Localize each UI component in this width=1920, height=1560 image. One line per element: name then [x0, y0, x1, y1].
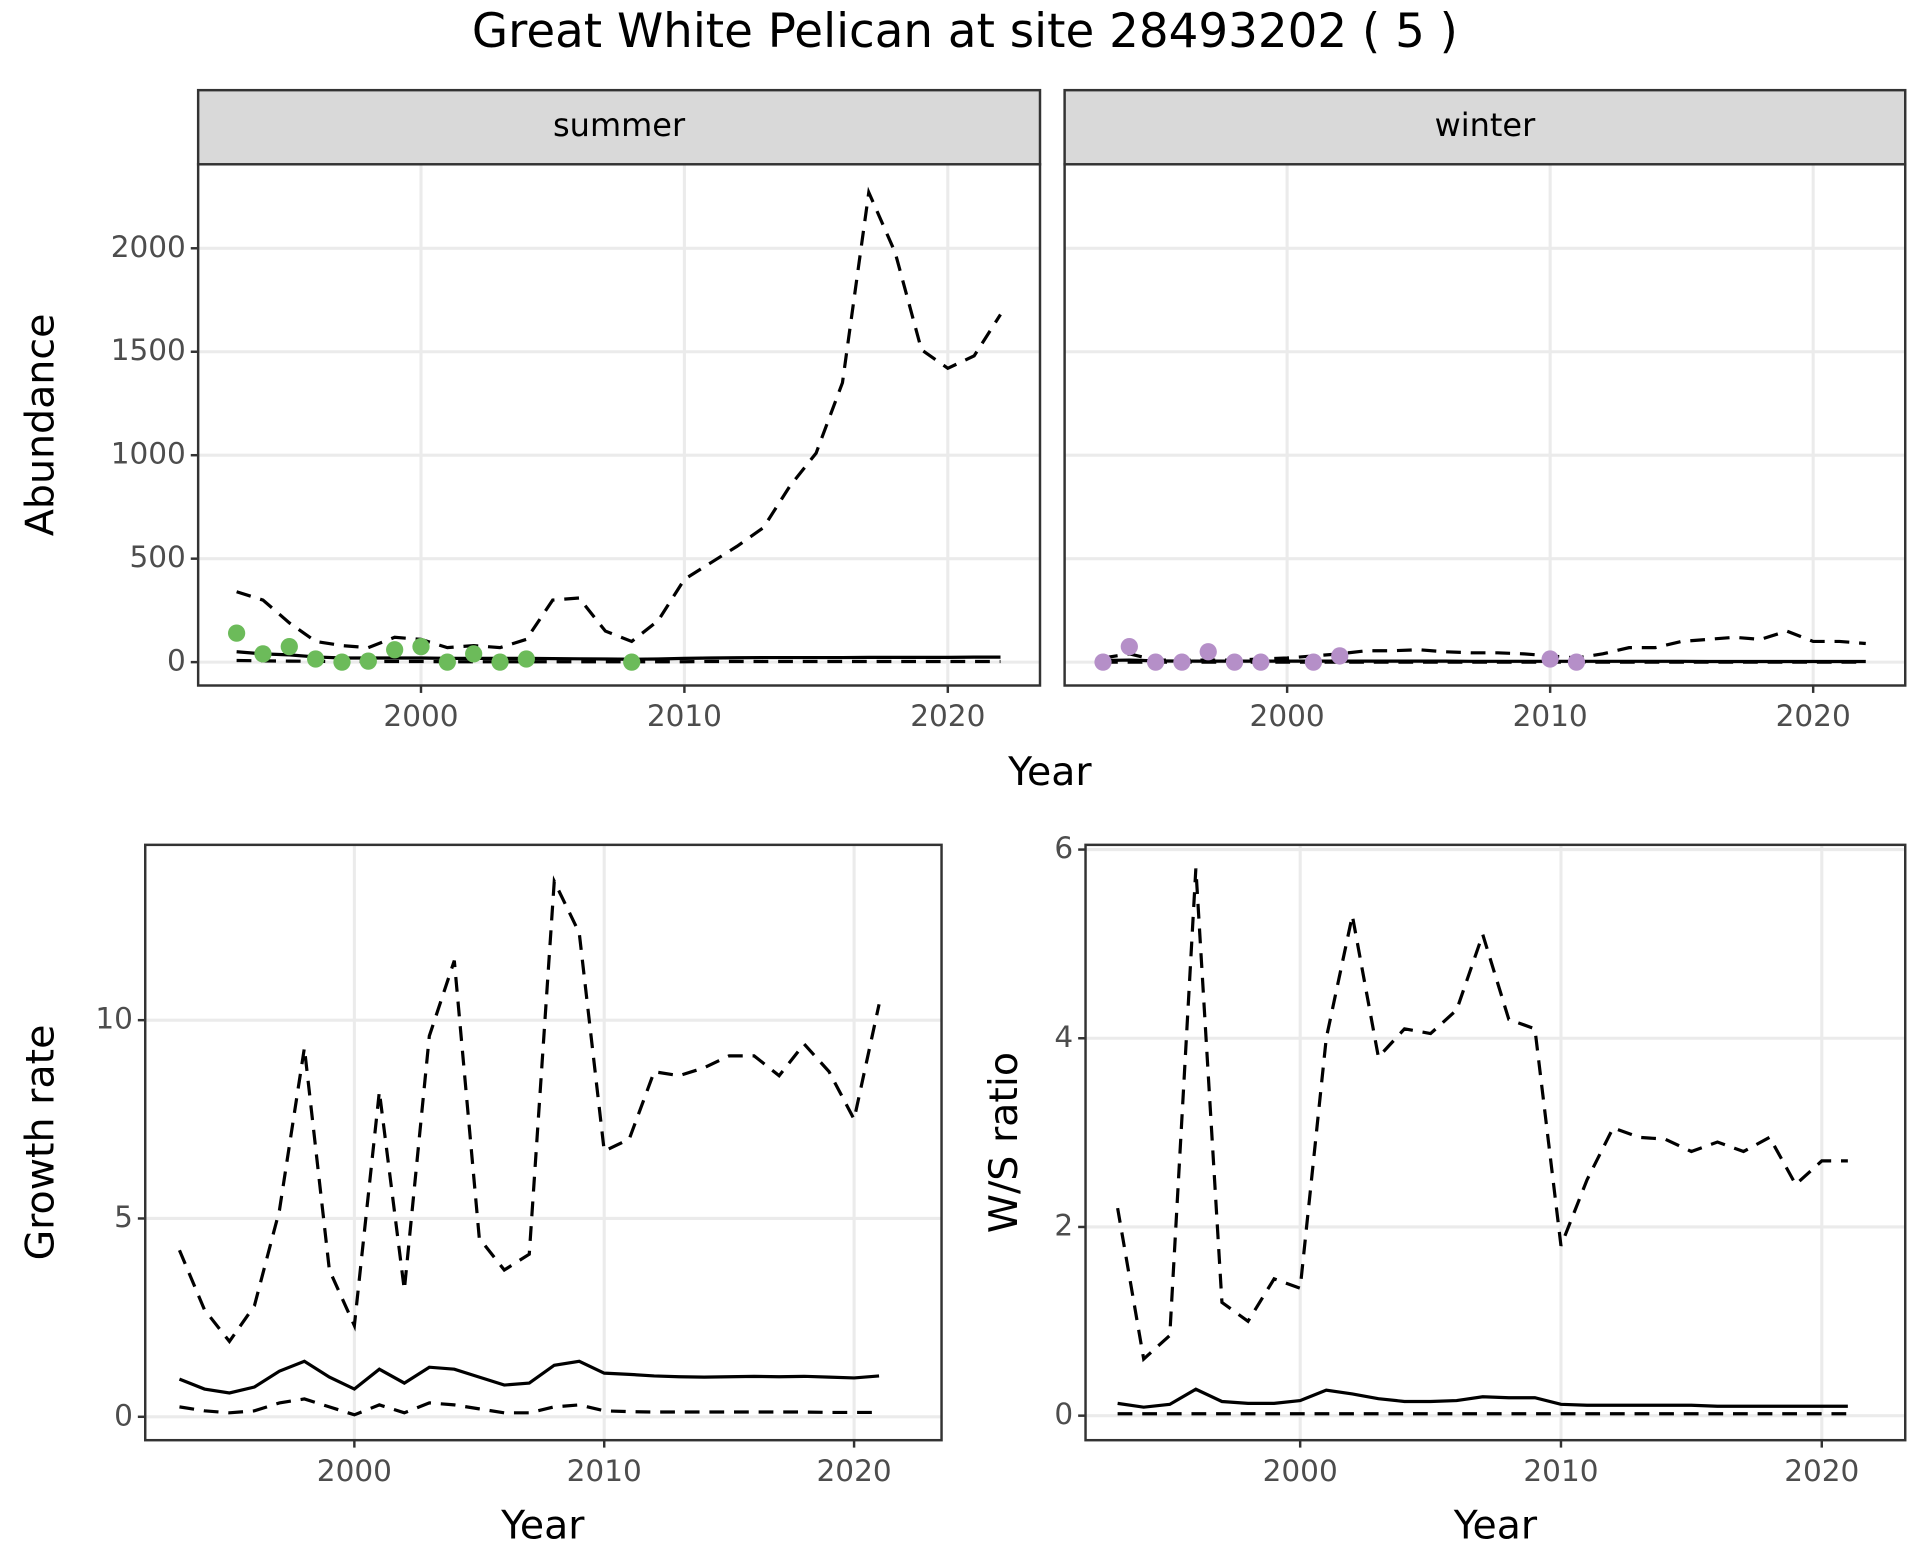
y-tick-label: 0 [167, 644, 186, 678]
data-point [1225, 653, 1244, 671]
y-tick-label: 500 [129, 540, 185, 574]
data-point [1252, 653, 1270, 671]
y-axis-title: Growth rate [18, 1025, 64, 1261]
strip [196, 88, 1042, 166]
data-point [386, 641, 404, 659]
data-point [280, 637, 298, 656]
data-point [1304, 653, 1323, 671]
data-point [491, 653, 509, 671]
y-tick-label: 0 [1054, 1397, 1073, 1431]
data-point [227, 624, 246, 642]
plot-area [198, 164, 1041, 686]
data-point [438, 653, 456, 671]
series-line [1116, 868, 1848, 1363]
series-line [179, 1397, 880, 1417]
data-point [1567, 653, 1586, 671]
data-point [517, 650, 535, 668]
figure-title: Great White Pelican at site 28493202 ( 5… [472, 5, 1458, 59]
strip-label: winter [1435, 106, 1537, 144]
x-tick-label: 2010 [647, 699, 722, 733]
x-tick-label: 2010 [1523, 1454, 1598, 1488]
x-tick-label: 2000 [317, 1454, 392, 1488]
y-tick-label: 0 [114, 1398, 133, 1432]
data-point [1199, 643, 1217, 661]
x-axis-title: Year [1453, 1502, 1538, 1548]
x-tick-label: 2020 [1776, 699, 1851, 733]
plot-area [145, 844, 942, 1441]
data-point [1147, 653, 1165, 671]
data-point [1331, 647, 1349, 665]
y-axis-title: Abundance [18, 314, 64, 537]
x-tick-label: 2000 [1263, 1454, 1338, 1488]
y-tick-label: 2 [1054, 1208, 1073, 1242]
data-point [1173, 653, 1191, 671]
data-point [359, 652, 377, 670]
plot-area [1064, 164, 1906, 686]
y-tick-label: 10 [95, 1002, 133, 1036]
x-tick-label: 2010 [1513, 699, 1588, 733]
x-tick-label: 2020 [1784, 1454, 1859, 1488]
x-tick-label: 2020 [817, 1454, 892, 1488]
y-tick-label: 4 [1054, 1020, 1073, 1054]
data-point [1094, 653, 1112, 671]
y-tick-label: 5 [114, 1200, 133, 1234]
x-axis-title: Year [1007, 749, 1092, 795]
x-tick-label: 2000 [383, 699, 458, 733]
data-point [307, 650, 325, 668]
strip-label: summer [553, 106, 686, 144]
series-line [178, 1359, 880, 1395]
y-tick-label: 1000 [111, 437, 186, 471]
data-point [333, 653, 351, 671]
data-point [465, 645, 483, 663]
x-tick-label: 2010 [567, 1454, 642, 1488]
data-point [412, 637, 430, 656]
data-point [254, 645, 272, 663]
x-axis-title: Year [500, 1502, 585, 1548]
x-tick-label: 2020 [910, 699, 985, 733]
data-point [623, 653, 641, 671]
data-point [1541, 650, 1559, 668]
data-point [1120, 637, 1138, 656]
y-axis-title: W/S ratio [981, 1052, 1027, 1233]
strip [1063, 88, 1907, 166]
plot-border [143, 843, 943, 1442]
y-tick-label: 6 [1054, 831, 1073, 865]
plot-border [1084, 843, 1907, 1442]
series-line [1117, 1387, 1848, 1409]
series-line [177, 875, 881, 1345]
plot-area [1085, 844, 1906, 1441]
x-tick-label: 2000 [1250, 699, 1325, 733]
y-tick-label: 1500 [111, 333, 186, 367]
y-tick-label: 2000 [111, 230, 186, 264]
